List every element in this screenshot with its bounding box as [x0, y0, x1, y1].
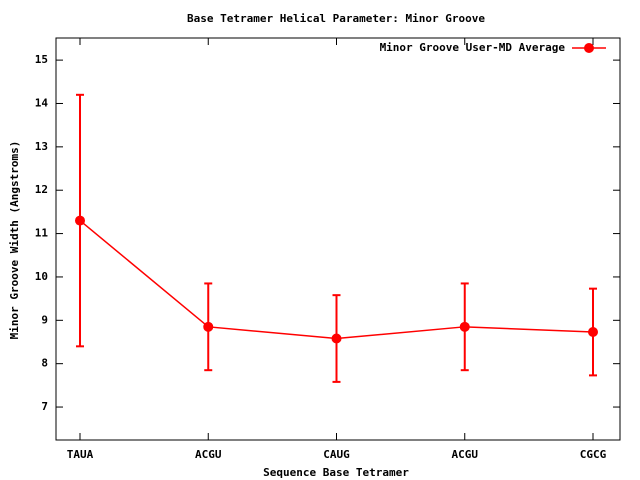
- x-tick-label: CAUG: [323, 448, 350, 461]
- x-tick-label: CGCG: [580, 448, 607, 461]
- y-tick-label: 10: [35, 270, 48, 283]
- y-tick-label: 14: [35, 96, 49, 109]
- y-axis-label: Minor Groove Width (Angstroms): [8, 141, 21, 340]
- data-point: [459, 321, 470, 332]
- x-tick-label: ACGU: [452, 448, 479, 461]
- data-point: [75, 215, 85, 226]
- legend-marker: [584, 43, 594, 53]
- y-tick-label: 12: [35, 183, 48, 196]
- chart-title: Base Tetramer Helical Parameter: Minor G…: [187, 12, 485, 25]
- y-tick-label: 9: [41, 313, 48, 326]
- legend-label: Minor Groove User-MD Average: [380, 41, 566, 54]
- data-point: [588, 327, 598, 338]
- y-tick-label: 7: [41, 400, 48, 413]
- y-tick-label: 11: [35, 227, 49, 240]
- data-point: [331, 333, 342, 344]
- y-tick-label: 8: [41, 357, 48, 370]
- plot-border: [55, 37, 621, 441]
- data-point: [203, 321, 214, 332]
- y-tick-label: 15: [35, 53, 48, 66]
- y-tick-label: 13: [35, 140, 48, 153]
- x-tick-label: TAUA: [67, 448, 94, 461]
- x-tick-label: ACGU: [195, 448, 222, 461]
- x-axis-label: Sequence Base Tetramer: [263, 466, 409, 479]
